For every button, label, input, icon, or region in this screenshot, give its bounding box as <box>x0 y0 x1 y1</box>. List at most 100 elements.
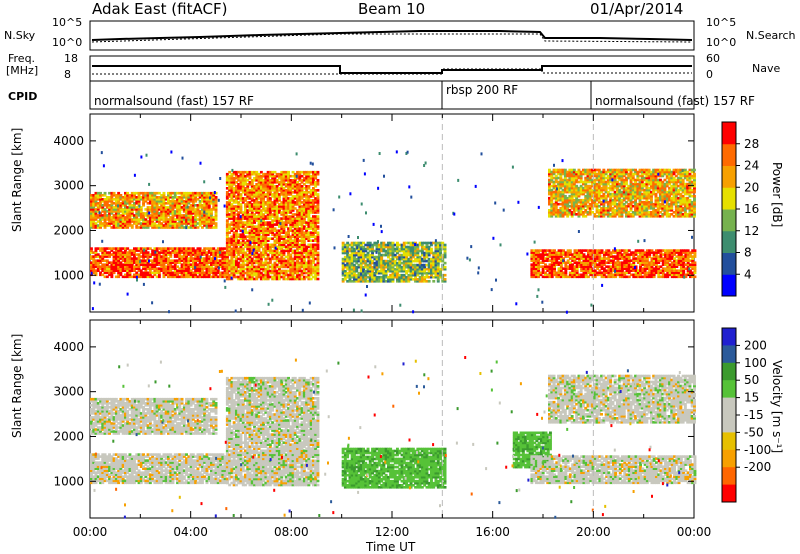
data-cell <box>114 194 118 197</box>
data-cell <box>105 269 109 272</box>
data-cell <box>124 259 127 262</box>
data-cell <box>282 237 286 240</box>
data-cell <box>253 261 256 265</box>
data-cell <box>167 257 170 260</box>
data-cell <box>216 247 220 250</box>
data-cell <box>307 225 311 228</box>
data-cell <box>114 226 118 229</box>
data-cell <box>101 249 105 252</box>
data-cell <box>255 185 259 188</box>
data-cell <box>121 259 125 262</box>
data-cell <box>282 225 286 228</box>
data-cell <box>108 265 111 268</box>
data-cell <box>207 267 211 270</box>
data-cell <box>287 259 290 263</box>
data-cell <box>280 269 284 273</box>
data-cell <box>305 176 309 180</box>
data-cell <box>302 176 306 180</box>
data-cell <box>246 213 250 216</box>
data-cell <box>164 273 168 277</box>
data-cell <box>305 199 309 202</box>
data-cell <box>268 174 272 178</box>
data-cell <box>237 275 241 279</box>
data-cell <box>255 211 259 214</box>
data-cell <box>262 179 265 182</box>
data-cell <box>239 199 243 202</box>
data-cell <box>194 273 198 277</box>
data-cell <box>117 210 121 213</box>
data-cell <box>139 273 143 277</box>
data-cell <box>171 251 175 254</box>
data-cell <box>250 241 254 244</box>
data-cell <box>232 245 236 249</box>
data-cell <box>201 273 204 277</box>
data-cell <box>182 265 186 268</box>
data-cell <box>282 172 286 176</box>
data-cell <box>142 265 145 268</box>
data-cell <box>312 259 315 263</box>
data-cell <box>255 201 259 204</box>
data-cell <box>232 207 236 210</box>
data-cell <box>253 201 256 204</box>
data-cell <box>101 222 105 225</box>
data-cell <box>309 251 313 255</box>
data-cell <box>133 269 136 272</box>
data-cell <box>264 263 268 267</box>
data-cell <box>248 181 252 184</box>
data-cell <box>235 267 238 271</box>
data-cell <box>196 267 200 270</box>
data-cell <box>99 273 102 277</box>
data-cell <box>90 202 93 205</box>
data-cell <box>284 273 288 277</box>
data-cell <box>103 202 107 205</box>
data-cell <box>235 275 238 279</box>
data-cell <box>316 233 320 236</box>
data-cell <box>225 193 229 196</box>
data-cell <box>114 208 118 211</box>
data-cell <box>133 253 136 256</box>
data-cell <box>105 267 109 270</box>
data-cell <box>246 170 250 174</box>
data-cell <box>176 247 179 250</box>
data-cell <box>305 181 309 184</box>
data-cell <box>314 207 318 210</box>
data-cell <box>278 183 281 186</box>
data-cell <box>198 251 202 254</box>
data-cell <box>110 265 114 268</box>
data-cell <box>300 233 304 236</box>
data-cell <box>314 209 318 212</box>
data-cell <box>314 183 318 186</box>
data-cell <box>128 257 132 260</box>
data-cell <box>173 265 177 268</box>
data-cell <box>126 255 130 258</box>
data-cell <box>133 267 136 270</box>
data-cell <box>268 207 272 210</box>
data-cell <box>312 231 315 234</box>
data-cell <box>282 221 286 224</box>
data-cell <box>212 257 216 260</box>
data-cell <box>148 267 152 270</box>
data-cell <box>201 257 204 260</box>
data-cell <box>196 249 200 252</box>
data-cell <box>264 174 268 178</box>
data-cell <box>228 209 232 212</box>
data-cell <box>232 181 236 184</box>
data-cell <box>273 235 277 238</box>
data-cell <box>112 218 116 221</box>
data-cell <box>155 251 159 254</box>
data-cell <box>309 189 313 192</box>
data-cell <box>296 243 299 247</box>
data-cell <box>298 197 302 200</box>
data-cell <box>280 176 284 180</box>
data-cell <box>278 275 281 279</box>
data-cell <box>307 275 311 279</box>
data-cell <box>230 269 234 273</box>
data-cell <box>309 205 313 208</box>
data-cell <box>271 213 275 216</box>
data-cell <box>309 247 313 251</box>
data-cell <box>203 273 207 277</box>
data-cell <box>298 261 302 265</box>
data-cell <box>278 233 281 236</box>
data-cell <box>307 233 311 236</box>
